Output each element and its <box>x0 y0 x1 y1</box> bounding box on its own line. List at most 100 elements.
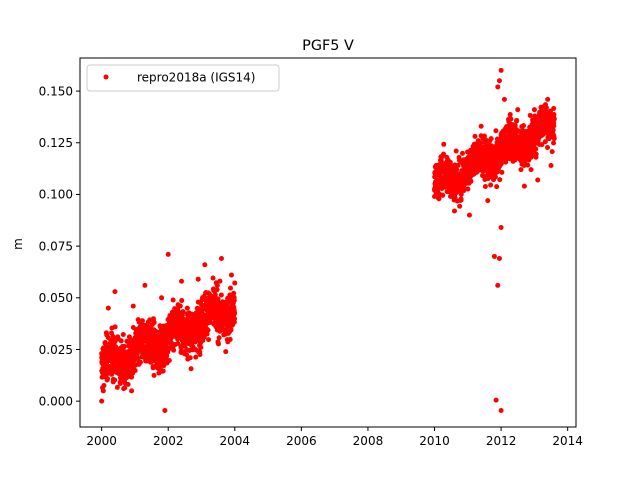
data-point <box>468 178 474 184</box>
y-tick-label: 0.050 <box>39 291 73 305</box>
data-point <box>112 289 118 295</box>
data-point <box>533 151 539 157</box>
x-tick-label: 2012 <box>486 434 517 448</box>
data-point <box>179 298 185 304</box>
data-point <box>512 123 518 129</box>
data-point <box>521 123 526 129</box>
plot-frame <box>79 57 577 428</box>
x-tick-label: 2006 <box>286 434 317 448</box>
data-point <box>528 167 534 173</box>
data-point <box>545 144 550 150</box>
data-point <box>198 344 204 350</box>
data-point <box>159 295 165 301</box>
data-point <box>458 197 464 203</box>
x-tick-label: 2000 <box>86 434 117 448</box>
y-tick-label: 0.025 <box>39 343 73 357</box>
data-point <box>217 278 223 284</box>
data-point <box>179 278 185 284</box>
data-point <box>495 84 501 90</box>
data-point <box>184 305 190 311</box>
data-point <box>228 327 234 333</box>
data-point <box>105 305 111 311</box>
data-point <box>485 198 491 204</box>
data-point <box>197 352 203 358</box>
legend-marker <box>103 74 109 80</box>
data-point <box>212 292 218 298</box>
data-point <box>491 253 497 259</box>
y-tick-label: 0.125 <box>39 136 73 150</box>
data-point <box>232 310 238 316</box>
data-point <box>218 256 224 262</box>
data-point <box>498 225 504 231</box>
data-point <box>495 282 501 288</box>
data-point <box>452 208 457 214</box>
data-point <box>166 358 172 364</box>
data-point <box>150 316 156 322</box>
data-point <box>497 177 503 183</box>
data-point <box>549 149 555 155</box>
data-point <box>187 355 193 361</box>
data-point <box>542 139 548 145</box>
chart-title: PGF5 V <box>302 38 354 54</box>
data-point <box>551 123 557 129</box>
data-point <box>114 384 120 390</box>
data-point <box>531 107 537 113</box>
data-point <box>457 203 463 209</box>
data-point <box>171 347 177 353</box>
data-point <box>151 320 157 326</box>
x-tick-label: 2014 <box>552 434 583 448</box>
data-point <box>165 251 171 257</box>
data-point <box>206 337 212 343</box>
data-point <box>231 290 237 296</box>
data-point <box>112 339 118 345</box>
data-point <box>132 368 138 374</box>
data-point <box>223 349 229 355</box>
legend: repro2018a (IGS14) <box>86 64 280 92</box>
data-point <box>432 194 438 199</box>
data-point <box>130 303 136 309</box>
data-point <box>508 116 514 122</box>
y-tick-label: 0.000 <box>39 394 73 408</box>
x-tick-label: 2004 <box>220 434 251 448</box>
data-point <box>515 107 521 113</box>
data-point <box>496 256 502 262</box>
data-point <box>507 112 513 118</box>
data-points <box>99 67 557 413</box>
legend-box <box>86 64 280 92</box>
data-point <box>458 191 464 197</box>
x-tick-label: 2010 <box>419 434 450 448</box>
data-point <box>493 128 499 134</box>
data-point <box>472 133 478 139</box>
y-tick-label: 0.150 <box>39 84 73 98</box>
data-point <box>228 272 234 278</box>
data-point <box>218 292 224 298</box>
y-axis-label: m <box>11 238 25 250</box>
data-point <box>205 327 211 333</box>
data-point <box>455 162 461 168</box>
data-point <box>215 341 221 347</box>
data-point <box>440 192 446 198</box>
y-tick-label: 0.100 <box>39 188 73 202</box>
data-point <box>188 366 194 372</box>
y-axis: 0.000 0.025 0.050 0.075 0.100 0.125 0.150 <box>39 84 80 408</box>
data-point <box>177 303 183 309</box>
data-point <box>214 282 220 288</box>
data-point <box>137 359 143 365</box>
legend-label: repro2018a (IGS14) <box>137 71 255 85</box>
data-point <box>550 127 556 133</box>
data-point <box>214 287 220 293</box>
data-point <box>195 276 201 282</box>
data-point <box>102 373 108 379</box>
data-point <box>551 136 557 142</box>
data-point <box>492 174 498 180</box>
data-point <box>514 117 520 123</box>
data-point <box>545 96 551 102</box>
data-point <box>453 148 459 154</box>
data-point <box>180 309 186 315</box>
data-point <box>125 381 131 387</box>
data-point <box>162 407 168 413</box>
data-point <box>232 316 238 322</box>
data-point <box>501 96 507 102</box>
data-point <box>193 354 199 360</box>
